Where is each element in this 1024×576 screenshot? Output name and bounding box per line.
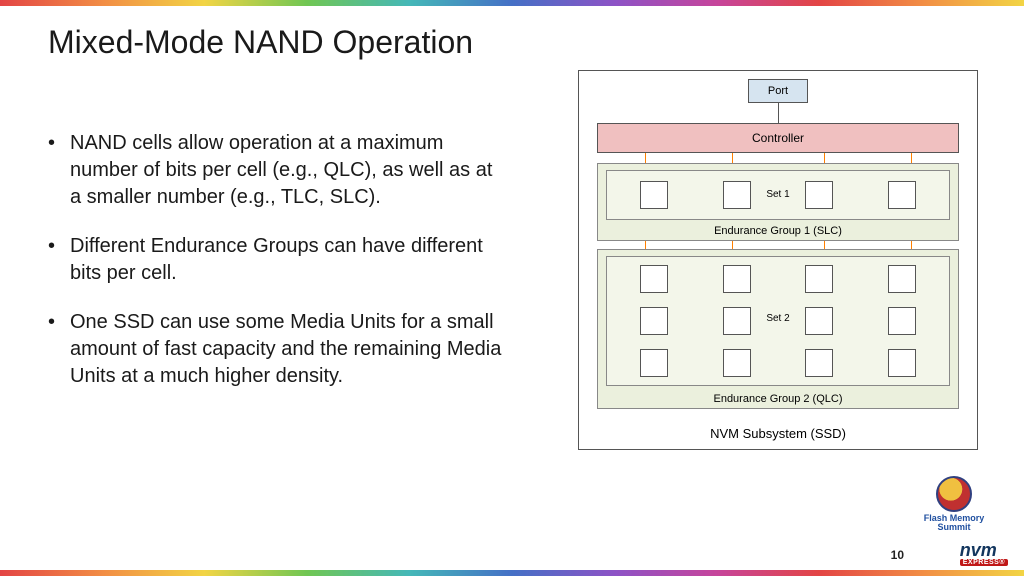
port-box: Port: [748, 79, 808, 103]
port-connector-line: [778, 103, 779, 123]
fms-badge-icon: [936, 476, 972, 512]
set-2-label: Set 2: [766, 313, 789, 324]
media-unit: [805, 181, 833, 209]
endurance-group-1: Set 1 Endurance Group 1 (SLC): [597, 163, 959, 241]
media-unit: [888, 265, 916, 293]
media-unit: [888, 181, 916, 209]
bullet-item: One SSD can use some Media Units for a s…: [48, 309, 508, 390]
set-1-region: Set 1: [606, 170, 950, 220]
media-unit: [805, 265, 833, 293]
media-unit-row: [607, 265, 949, 293]
media-unit: [640, 349, 668, 377]
flash-memory-summit-logo: Flash Memory Summit: [912, 476, 996, 532]
media-unit: [723, 349, 751, 377]
media-unit: [640, 181, 668, 209]
media-unit: [888, 307, 916, 335]
endurance-group-1-label: Endurance Group 1 (SLC): [598, 225, 958, 237]
set-2-region: Set 2: [606, 256, 950, 386]
top-accent-bar: [0, 0, 1024, 6]
controller-box: Controller: [597, 123, 959, 153]
bullet-item: Different Endurance Groups can have diff…: [48, 233, 508, 287]
subsystem-label: NVM Subsystem (SSD): [579, 426, 977, 441]
media-unit: [723, 265, 751, 293]
set-1-label: Set 1: [766, 189, 789, 200]
media-unit: [640, 265, 668, 293]
nvme-logo-text: nvm: [960, 540, 997, 560]
bullet-list: NAND cells allow operation at a maximum …: [48, 130, 508, 412]
media-unit: [805, 307, 833, 335]
media-unit: [640, 307, 668, 335]
nvm-subsystem-diagram: Port Controller Set 1 Endurance Group 1 …: [578, 70, 978, 450]
media-unit: [723, 181, 751, 209]
nvme-logo-subtext: EXPRESS®: [960, 559, 1008, 566]
fms-logo-text: Flash Memory Summit: [912, 514, 996, 532]
endurance-group-2-label: Endurance Group 2 (QLC): [598, 393, 958, 405]
bottom-accent-bar: [0, 570, 1024, 576]
page-number: 10: [891, 548, 904, 562]
endurance-group-2: Set 2 Endurance Group 2 (QLC): [597, 249, 959, 409]
slide-title: Mixed-Mode NAND Operation: [48, 24, 473, 61]
nvm-express-logo: nvm EXPRESS®: [960, 540, 1008, 566]
bullet-item: NAND cells allow operation at a maximum …: [48, 130, 508, 211]
media-unit: [805, 349, 833, 377]
media-unit-row: [607, 349, 949, 377]
media-unit: [723, 307, 751, 335]
media-unit: [888, 349, 916, 377]
